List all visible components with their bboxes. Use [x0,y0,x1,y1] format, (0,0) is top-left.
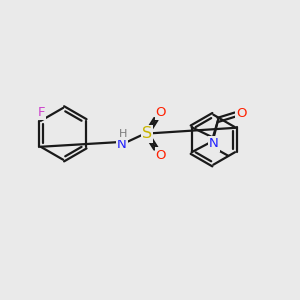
Text: N: N [117,138,127,151]
Text: H: H [119,129,128,140]
Text: O: O [236,106,247,119]
Text: N: N [209,137,219,151]
Text: F: F [38,106,45,119]
Text: O: O [156,106,166,119]
Text: O: O [156,148,166,161]
Text: S: S [142,126,152,141]
